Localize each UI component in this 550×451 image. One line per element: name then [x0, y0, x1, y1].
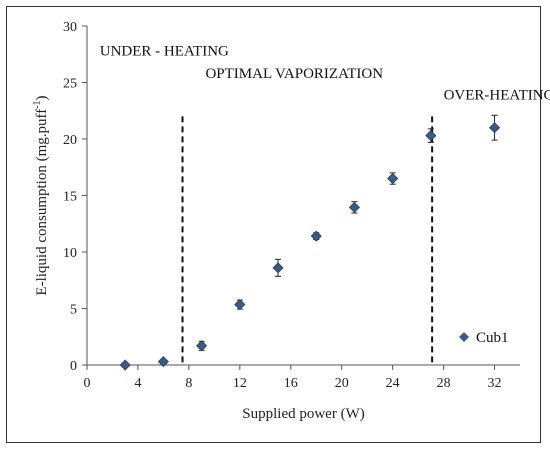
- x-tick-label: 12: [233, 376, 247, 391]
- data-point: [387, 172, 399, 185]
- y-tick-label: 20: [63, 133, 77, 148]
- region-dividers: [181, 116, 434, 365]
- region-label: OVER-HEATING: [444, 87, 550, 103]
- y-axis-title: E-liquid consumption (mg.puff-1): [32, 95, 50, 295]
- data-point: [348, 201, 361, 213]
- y-ticks: 0 5 10 15 20 25 30: [63, 20, 87, 374]
- y-tick-label: 0: [70, 359, 77, 374]
- x-tick-label: 4: [134, 376, 141, 391]
- x-tick-label: 28: [437, 376, 451, 391]
- region-annotations: UNDER - HEATING OPTIMAL VAPORIZATION OVER-…: [100, 43, 550, 103]
- y-axis-title-main: E-liquid consumption (mg.puff: [34, 109, 50, 296]
- data-point: [425, 130, 437, 142]
- x-tick-label: 24: [386, 376, 400, 391]
- x-tick-label: 8: [185, 376, 192, 391]
- chart-frame: [6, 6, 541, 443]
- x-tick-label: 0: [84, 376, 91, 391]
- x-tick-label: 16: [284, 376, 298, 391]
- legend-label: Cub1: [476, 330, 509, 346]
- y-axis-title-superscript: -1: [32, 100, 43, 108]
- legend-marker-diamond: [459, 332, 469, 342]
- y-tick-label: 10: [63, 246, 77, 261]
- data-point: [234, 298, 246, 311]
- region-label: OPTIMAL VAPORIZATION: [205, 66, 383, 82]
- data-point: [488, 122, 501, 134]
- y-tick-label: 15: [63, 190, 77, 205]
- x-tick-label: 20: [335, 376, 349, 391]
- y-tick-label: 25: [63, 77, 77, 92]
- legend: Cub1: [459, 330, 509, 346]
- y-tick-label: 30: [63, 20, 77, 35]
- x-ticks: 0 4 8 12 16 20 24 28 32: [84, 365, 502, 391]
- region-label: UNDER - HEATING: [100, 43, 229, 59]
- data-points: [119, 114, 501, 371]
- x-tick-label: 32: [488, 376, 502, 391]
- data-point: [196, 340, 208, 352]
- y-tick-label: 5: [70, 303, 77, 318]
- data-point: [157, 356, 169, 368]
- x-axis-title: Supplied power (W): [242, 406, 364, 422]
- y-axis-title-close: ): [34, 95, 50, 100]
- data-point: [310, 230, 322, 242]
- data-point: [272, 262, 284, 274]
- data-point: [119, 359, 131, 371]
